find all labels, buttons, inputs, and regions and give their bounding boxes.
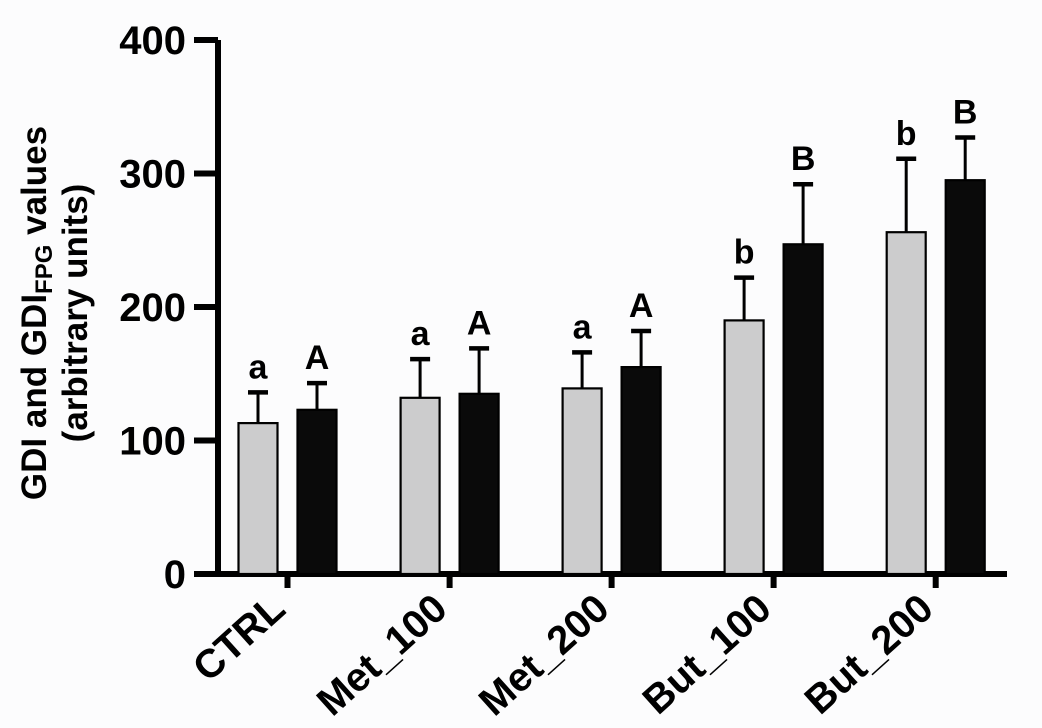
svg-text:A: A [305,339,330,377]
svg-text:100: 100 [119,420,186,464]
svg-text:a: a [573,308,593,346]
svg-text:400: 400 [119,19,186,63]
svg-text:A: A [467,304,492,342]
svg-text:b: b [896,115,917,153]
svg-text:B: B [791,140,816,178]
svg-text:A: A [629,287,654,325]
svg-text:B: B [953,94,978,132]
svg-text:a: a [249,348,269,386]
svg-text:(arbitrary units): (arbitrary units) [56,184,95,443]
svg-text:200: 200 [119,286,186,330]
svg-text:b: b [734,234,755,272]
svg-text:300: 300 [119,153,186,197]
svg-text:GDI and GDIFPG values: GDI and GDIFPG values [15,126,58,500]
svg-text:a: a [411,315,431,353]
svg-text:0: 0 [164,553,186,597]
